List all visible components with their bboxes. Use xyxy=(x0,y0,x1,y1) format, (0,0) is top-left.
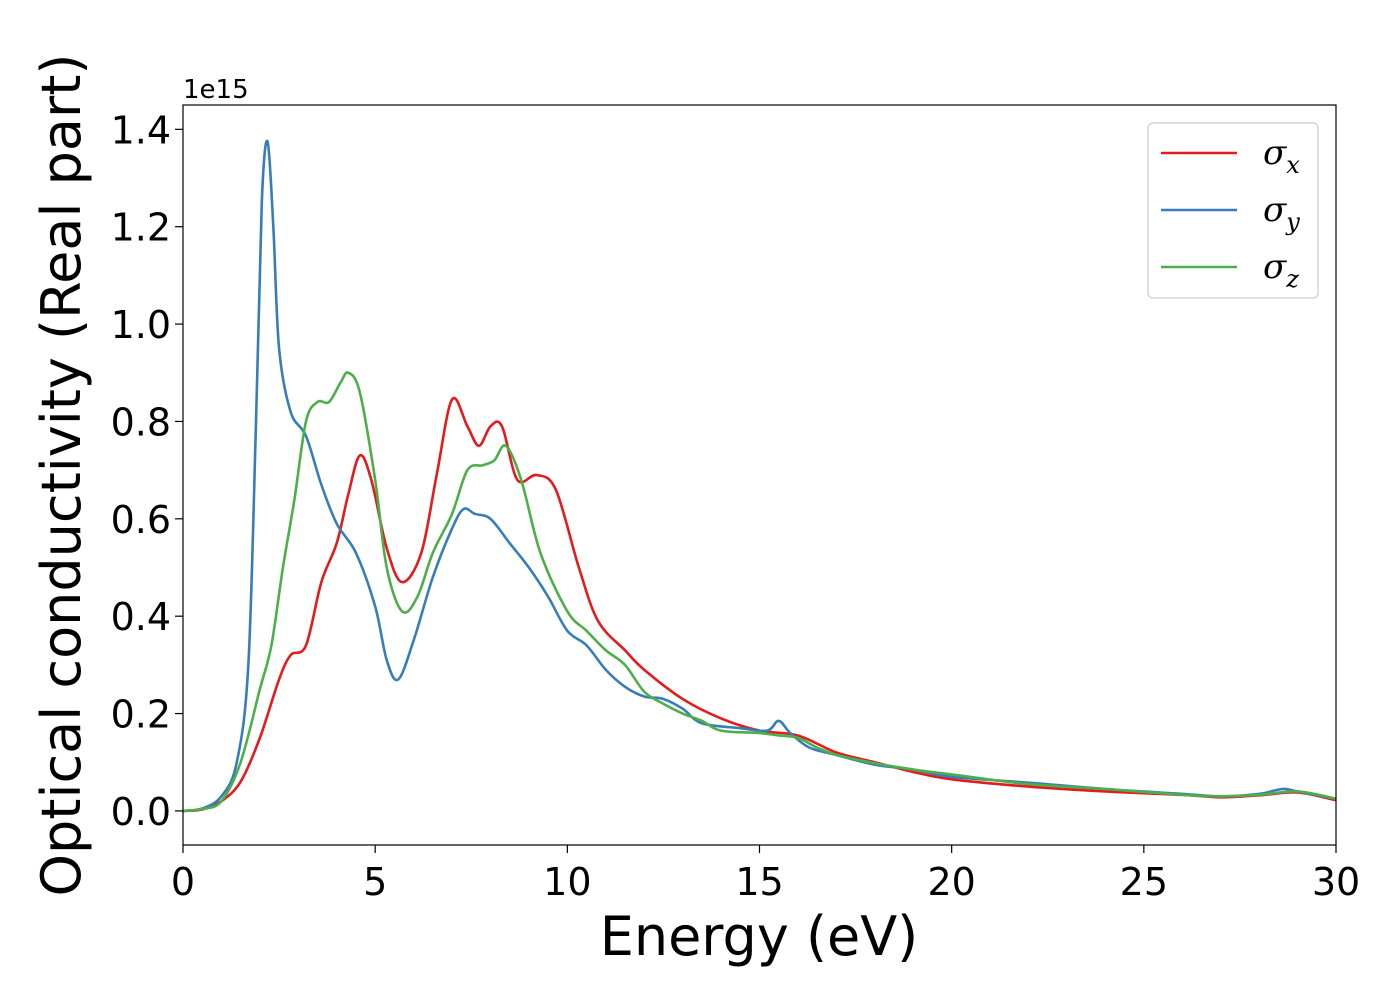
x-tick-label: 25 xyxy=(1120,860,1168,904)
y-tick-label: 0.0 xyxy=(111,790,171,834)
legend-subscript: y xyxy=(1285,208,1300,236)
x-axis-ticks: 0 5 10 15 20 25 30 xyxy=(171,845,1360,904)
legend-label-y: σy xyxy=(1263,190,1300,236)
legend-subscript: z xyxy=(1285,265,1299,293)
y-axis-ticks: 0.0 0.2 0.4 0.6 0.8 1.0 1.2 1.4 xyxy=(111,108,183,834)
x-axis-title: Energy (eV) xyxy=(600,905,919,968)
y-tick-label: 1.2 xyxy=(111,206,171,250)
y-tick-label: 0.2 xyxy=(111,693,171,737)
y-tick-label: 1.4 xyxy=(111,108,171,152)
x-tick-label: 10 xyxy=(543,860,591,904)
legend-subscript: x xyxy=(1286,151,1300,179)
series-line-z xyxy=(182,371,1337,813)
y-tick-label: 1.0 xyxy=(111,303,171,347)
x-tick-label: 0 xyxy=(171,860,195,904)
series-layer xyxy=(182,139,1337,813)
y-axis-title: Optical conductivity (Real part) xyxy=(30,54,93,897)
x-tick-label: 5 xyxy=(363,860,387,904)
x-tick-label: 30 xyxy=(1312,860,1360,904)
y-tick-label: 0.6 xyxy=(111,498,171,542)
series-line-x xyxy=(182,396,1337,813)
y-tick-label: 0.4 xyxy=(111,595,171,639)
y-offset-label: 1e15 xyxy=(183,75,249,105)
y-tick-label: 0.8 xyxy=(111,400,171,444)
x-tick-label: 15 xyxy=(735,860,783,904)
x-tick-label: 20 xyxy=(927,860,975,904)
